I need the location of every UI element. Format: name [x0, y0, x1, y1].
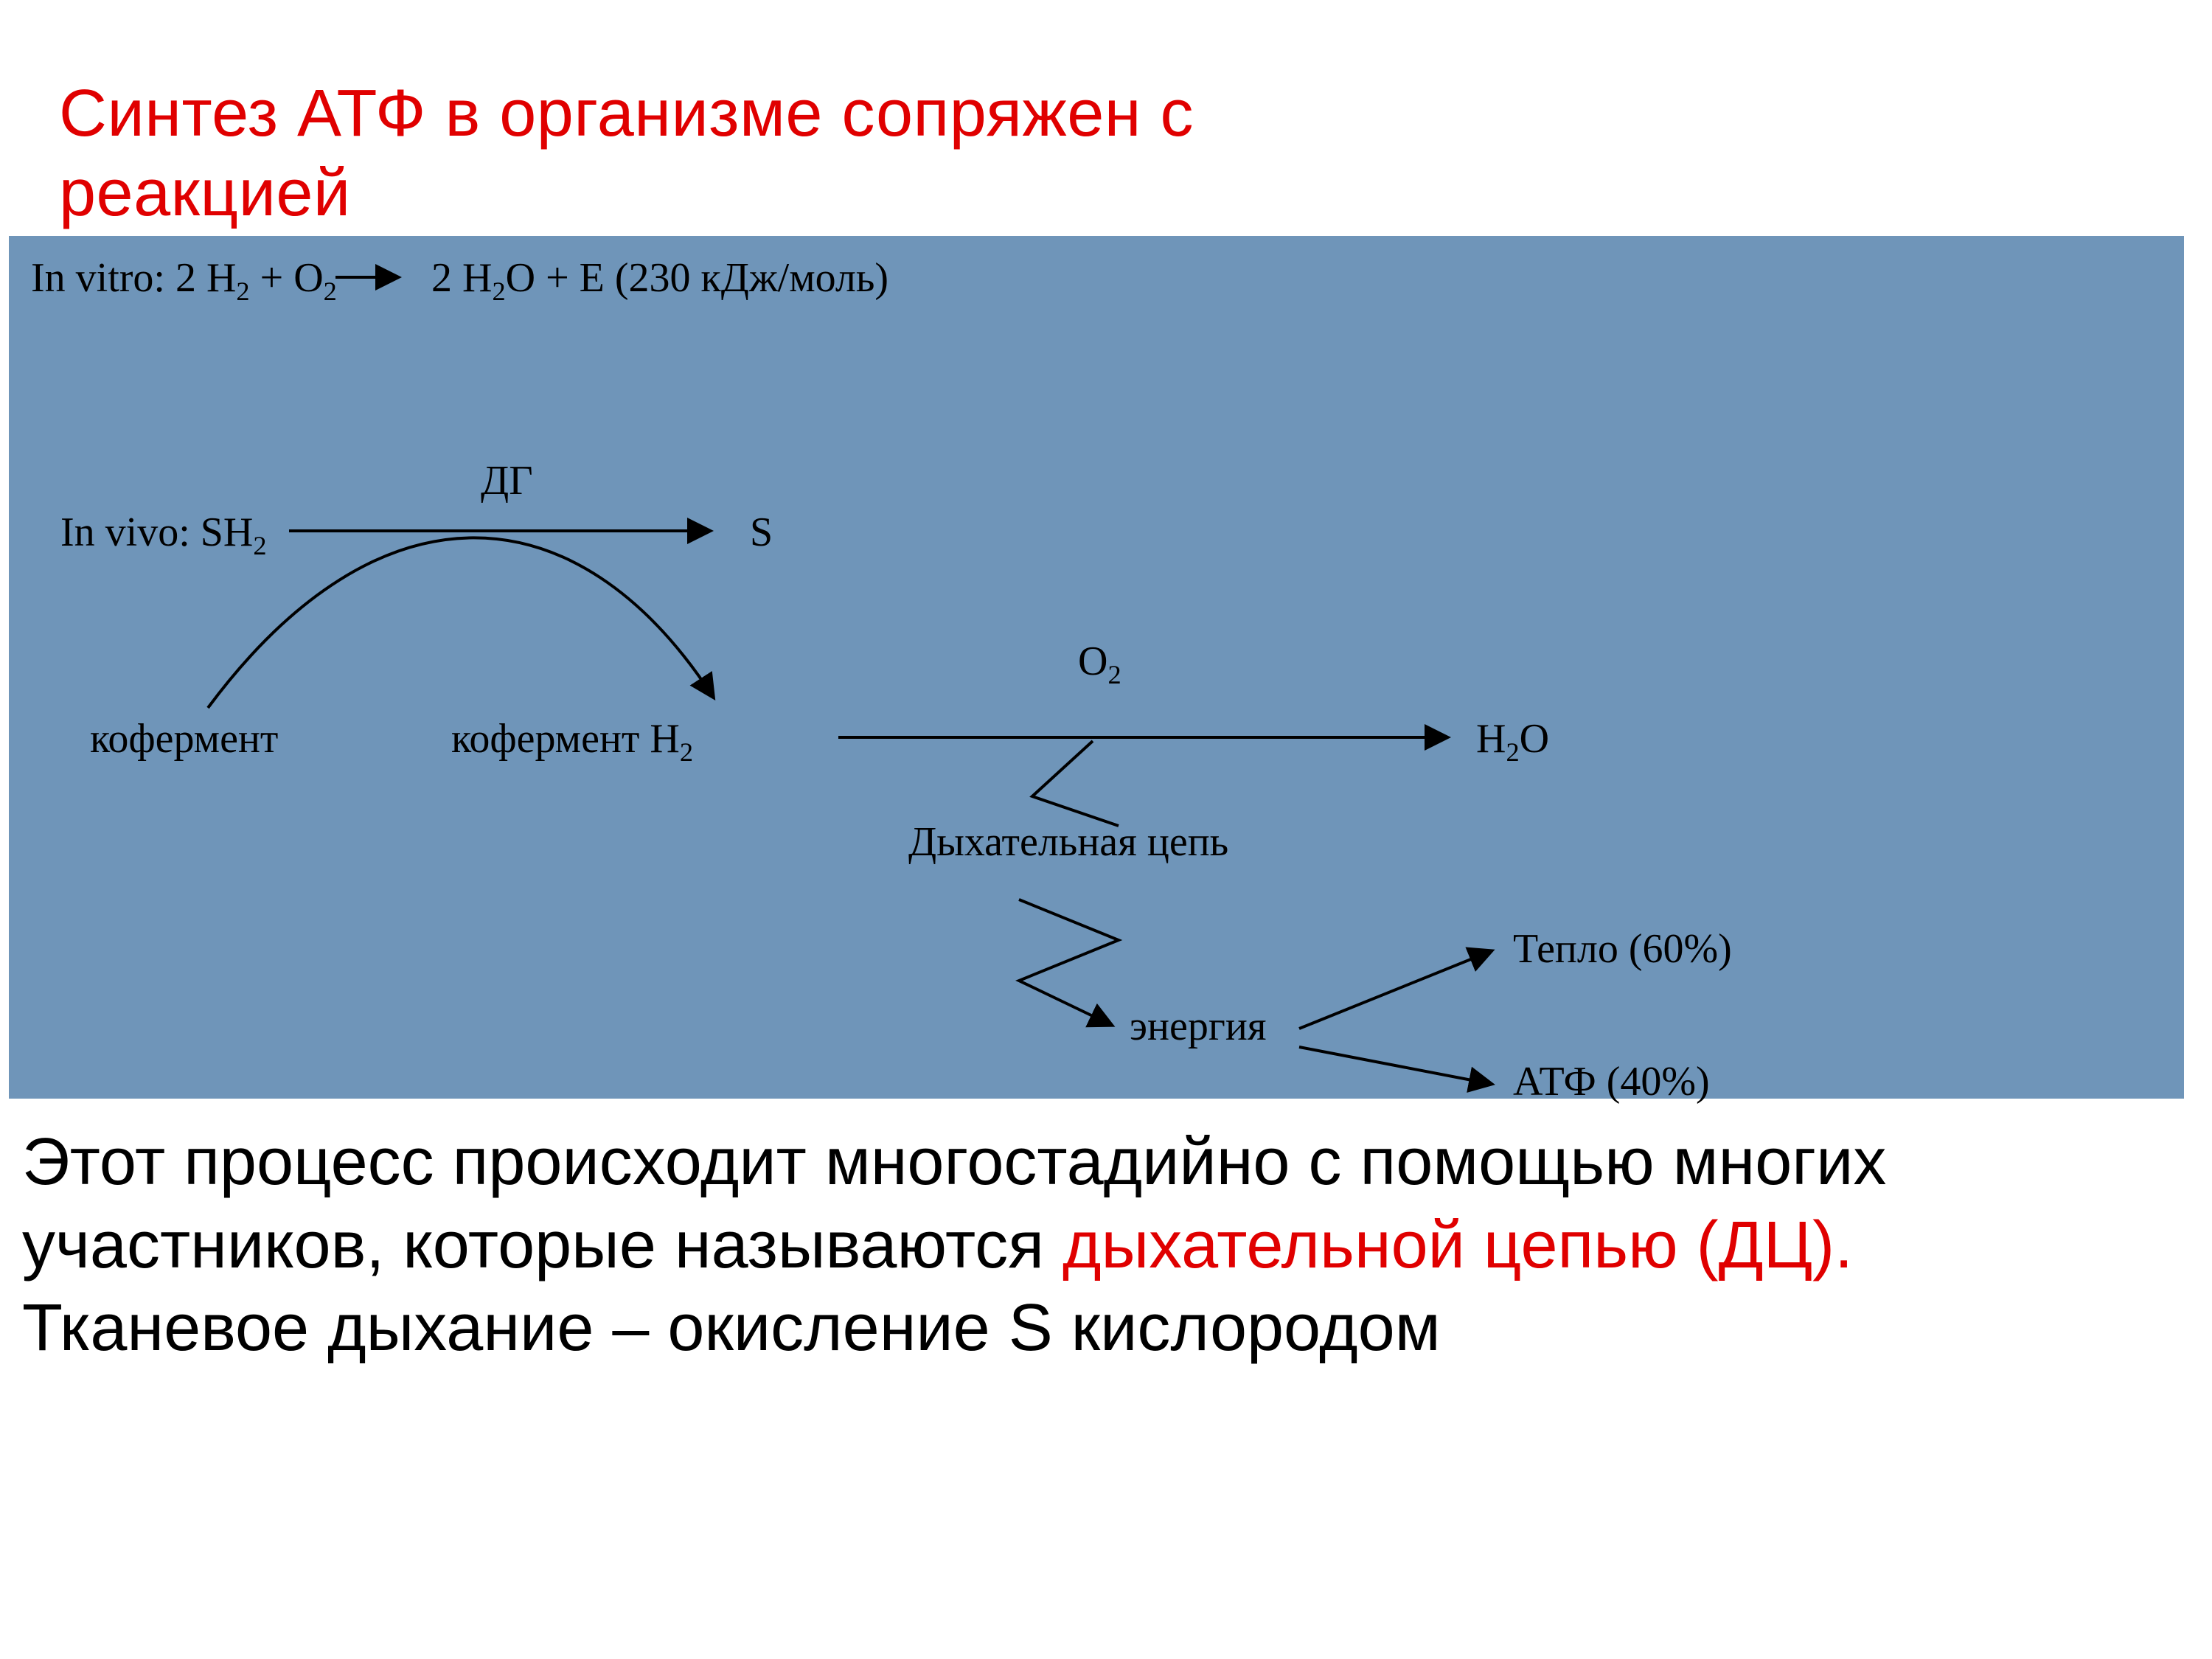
slide-title: Синтез АТФ в организме сопряжен с реакци… — [59, 74, 1194, 233]
body-p3a: Тканевое дыхание – окисление S кислородо… — [22, 1291, 1441, 1365]
reaction-diagram: In vitro: 2 H2 + O2 2 H2O + E (230 кДж/м… — [9, 236, 2184, 1099]
body-p2a: участников, которые называются — [22, 1208, 1062, 1282]
description-text: Этот процесс происходит многостадийно с … — [22, 1121, 2146, 1370]
title-line-1: Синтез АТФ в организме сопряжен с — [59, 77, 1194, 150]
arrows-layer — [9, 236, 2184, 1099]
title-line-2: реакцией — [59, 156, 351, 230]
body-p2b-highlight: дыхательной цепью (ДЦ). — [1062, 1208, 1853, 1282]
body-p1: Этот процесс происходит многостадийно с … — [22, 1125, 1886, 1199]
